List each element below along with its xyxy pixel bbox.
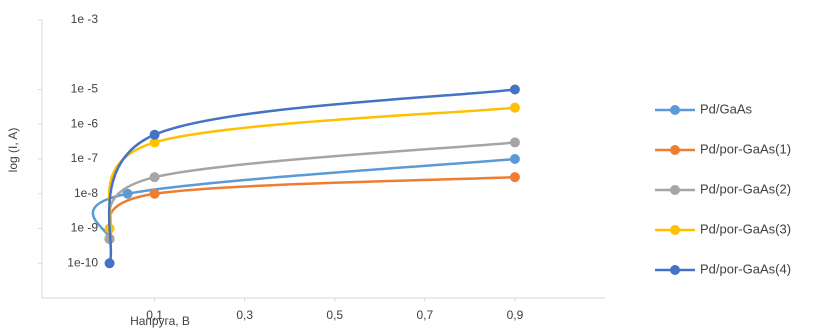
legend-marker xyxy=(670,185,680,195)
data-point xyxy=(149,188,160,199)
y-tick-label: 1e-8 xyxy=(74,186,98,200)
legend-label: Pd/por-GaAs(2) xyxy=(700,181,791,196)
legend: Pd/GaAs Pd/por-GaAs(1) Pd/por-GaAs(2) Pd/po… xyxy=(655,101,791,276)
legend-marker xyxy=(670,265,680,275)
legend-label: Pd/GaAs xyxy=(700,101,753,116)
x-tick-label: 0,1 xyxy=(146,308,163,322)
series-line xyxy=(91,157,516,240)
data-point xyxy=(509,172,520,183)
x-axis-label: Напруга, В xyxy=(130,314,190,328)
x-tick-label: 0,5 xyxy=(326,308,343,322)
data-point xyxy=(149,172,160,183)
data-point xyxy=(509,137,520,148)
x-tick-label: 0,3 xyxy=(236,308,253,322)
y-tick-label: 1e -5 xyxy=(71,82,99,96)
legend-label: Pd/por-GaAs(1) xyxy=(700,141,791,156)
y-tick-label: 1e -9 xyxy=(71,221,99,235)
legend-marker xyxy=(670,145,680,155)
legend-label: Pd/por-GaAs(4) xyxy=(700,261,791,276)
data-point xyxy=(509,102,520,113)
data-point xyxy=(122,188,133,199)
legend-marker xyxy=(670,225,680,235)
y-tick-label: 1e -6 xyxy=(71,116,99,130)
y-tick-label: 1e -3 xyxy=(71,12,99,26)
x-tick-label: 0,7 xyxy=(416,308,433,322)
legend-marker xyxy=(670,105,680,115)
series-line xyxy=(108,106,516,230)
y-tick-label: 1e -7 xyxy=(71,151,99,165)
y-axis-label: log (I, A) xyxy=(6,128,20,173)
legend-label: Pd/por-GaAs(3) xyxy=(700,221,791,236)
x-tick-label: 0,9 xyxy=(507,308,524,322)
data-point xyxy=(509,154,520,164)
data-point xyxy=(509,84,520,95)
data-point xyxy=(149,129,160,140)
series-line xyxy=(107,88,516,264)
data-point xyxy=(149,137,160,148)
y-tick-label: 1e-10 xyxy=(67,255,98,269)
data-point xyxy=(104,258,115,269)
